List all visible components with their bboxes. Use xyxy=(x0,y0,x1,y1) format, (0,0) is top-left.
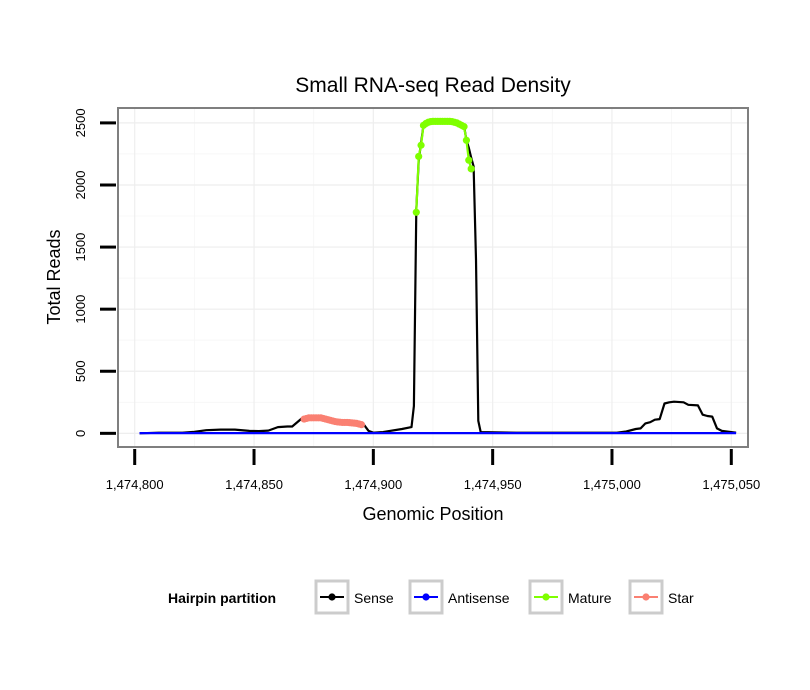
y-tick-label: 1500 xyxy=(73,233,88,262)
y-tick-label: 2500 xyxy=(73,108,88,137)
data-point-mature xyxy=(415,152,423,161)
data-point-mature xyxy=(467,165,475,173)
legend-marker-sense xyxy=(328,593,336,601)
series-layer xyxy=(139,117,737,435)
data-point-mature xyxy=(460,123,468,131)
y-tick-label: 2000 xyxy=(73,171,88,200)
plot-panel-border xyxy=(117,107,749,448)
x-axis-title: Genomic Position xyxy=(362,504,503,524)
x-tick-label: 1,475,000 xyxy=(583,477,641,492)
data-point-mature xyxy=(417,141,425,149)
legend-item-mature: Mature xyxy=(528,579,612,615)
data-point-mature xyxy=(465,156,473,164)
y-axis-title: Total Reads xyxy=(44,229,64,324)
x-tick-label: 1,474,900 xyxy=(344,477,402,492)
series-mature xyxy=(412,117,475,216)
series-line-mature xyxy=(415,120,473,213)
legend-label-sense: Sense xyxy=(354,590,394,606)
legend-label-antisense: Antisense xyxy=(448,590,510,606)
x-tick-label: 1,475,050 xyxy=(702,477,760,492)
legend-item-antisense: Antisense xyxy=(408,579,510,615)
legend-item-sense: Sense xyxy=(314,579,394,615)
legend-title: Hairpin partition xyxy=(168,590,276,606)
y-tick-label: 0 xyxy=(73,430,88,437)
legend-label-mature: Mature xyxy=(568,590,612,606)
x-tick-label: 1,474,850 xyxy=(225,477,283,492)
axis-layer: 1,474,800 1,474,850 1,474,900 1,474,950 1,47… xyxy=(73,108,760,492)
grid-layer xyxy=(118,108,748,447)
series-sense xyxy=(139,120,737,435)
legend: Hairpin partition Sense Antisense Mature Sta… xyxy=(168,579,694,615)
data-point-mature xyxy=(462,136,471,144)
legend-marker-antisense xyxy=(422,593,430,601)
series-line-sense xyxy=(139,120,737,435)
data-point-mature xyxy=(412,208,420,216)
legend-label-star: Star xyxy=(668,590,694,606)
chart-title: Small RNA-seq Read Density xyxy=(295,74,571,97)
data-point-star xyxy=(357,421,366,429)
x-tick-label: 1,474,950 xyxy=(464,477,522,492)
legend-item-star: Star xyxy=(628,579,694,615)
series-star xyxy=(300,414,366,429)
x-tick-label: 1,474,800 xyxy=(106,477,164,492)
legend-marker-star xyxy=(642,593,650,601)
legend-marker-mature xyxy=(542,593,550,601)
y-tick-label: 1000 xyxy=(73,295,88,324)
y-tick-label: 500 xyxy=(73,360,88,382)
